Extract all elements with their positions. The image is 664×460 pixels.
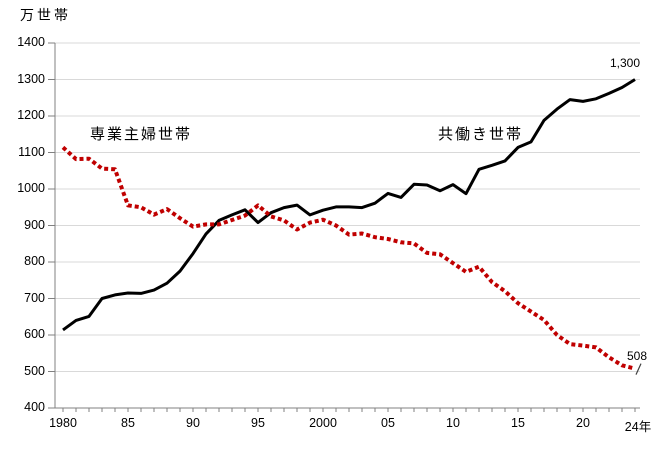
x-tick-label-2000: 2000 [309, 416, 337, 430]
x-tick-label-1985: 85 [121, 416, 135, 430]
y-tick-label-1100: 1100 [18, 144, 45, 159]
y-tick-label-700: 700 [24, 290, 45, 305]
y-tick-label-1200: 1200 [17, 108, 45, 122]
x-tick-label-2024: 24年 [624, 420, 652, 434]
x-tick-label-2015: 15 [511, 416, 525, 430]
x-tick-label-2005: 05 [381, 416, 395, 430]
y-tick-label-400: 400 [24, 400, 45, 414]
y-tick-label-900: 900 [24, 217, 45, 232]
end-value-housewife: 508 [627, 349, 648, 363]
series-label-housewife-households: 専業主婦世帯 [90, 126, 193, 143]
y-tick-label-600: 600 [24, 327, 45, 341]
series-label-dual-income-households: 共働き世帯 [438, 126, 524, 143]
x-tick-label-2020: 20 [576, 416, 590, 430]
x-tick-label-1990: 90 [186, 416, 200, 430]
x-tick-label-2010: 10 [446, 416, 460, 430]
y-tick-label-1400: 1400 [17, 35, 45, 49]
line-housewife-households [61, 145, 636, 371]
end-label-leader [635, 363, 642, 375]
line-dual-income-households [62, 78, 636, 332]
y-tick-label-1300: 1300 [17, 71, 45, 86]
y-tick-label-800: 800 [24, 254, 45, 268]
y-tick-label-1000: 1000 [17, 181, 45, 195]
y-axis-unit-label: 万世帯 [20, 7, 71, 23]
x-tick-label-1995: 95 [251, 416, 265, 430]
x-tick-label-1980: 1980 [49, 416, 77, 430]
y-tick-label-500: 500 [24, 363, 45, 378]
end-value-dual-income: 1,300 [609, 56, 640, 70]
